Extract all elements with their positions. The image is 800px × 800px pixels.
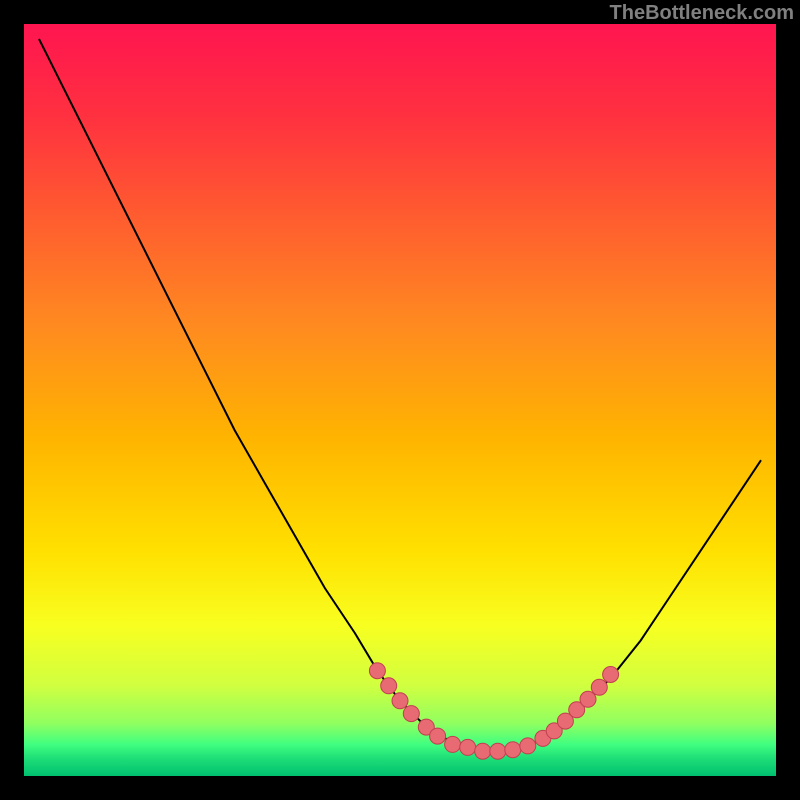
data-marker: [381, 678, 397, 694]
data-marker: [475, 743, 491, 759]
data-marker: [445, 736, 461, 752]
plot-background: [24, 24, 776, 776]
data-marker: [460, 739, 476, 755]
data-marker: [520, 738, 536, 754]
data-marker: [490, 743, 506, 759]
data-marker: [580, 691, 596, 707]
data-marker: [591, 679, 607, 695]
data-marker: [430, 728, 446, 744]
data-marker: [392, 693, 408, 709]
watermark-text: TheBottleneck.com: [610, 2, 794, 25]
data-marker: [505, 742, 521, 758]
data-marker: [403, 706, 419, 722]
bottleneck-chart: [0, 0, 800, 800]
data-marker: [603, 667, 619, 683]
data-marker: [369, 663, 385, 679]
